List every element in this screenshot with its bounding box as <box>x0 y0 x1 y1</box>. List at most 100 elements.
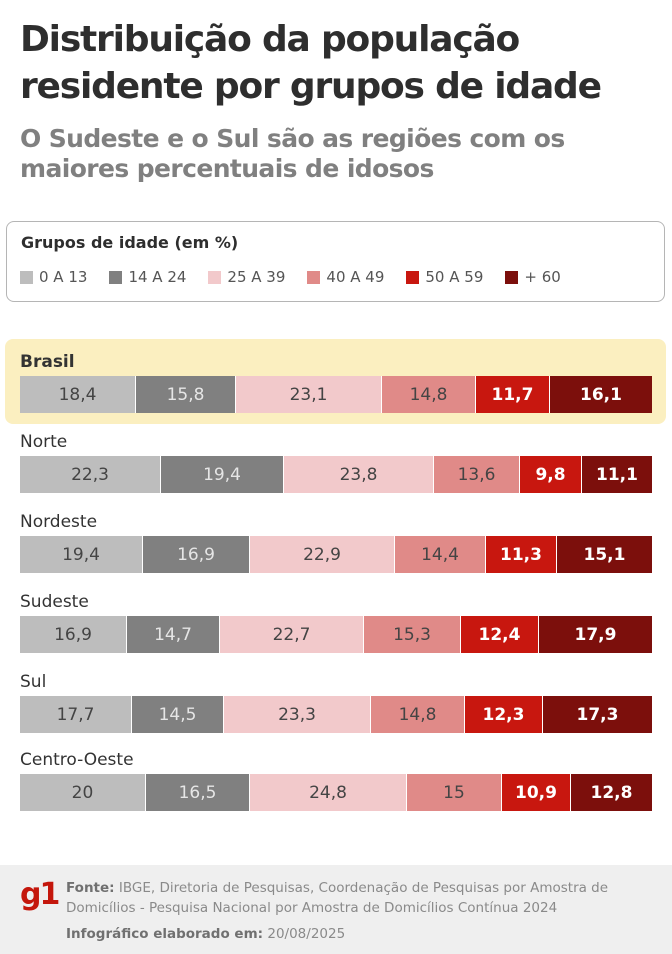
bar-segment: 22,9 <box>250 536 395 573</box>
legend-label: 50 A 59 <box>425 268 484 286</box>
category-label: Norte <box>20 432 68 452</box>
legend-swatch <box>505 270 519 284</box>
bar-segment: 22,7 <box>220 616 364 653</box>
bar-segment: 24,8 <box>250 774 407 811</box>
legend-swatch <box>109 270 123 284</box>
category-label: Sudeste <box>20 592 89 612</box>
value-label: 19,4 <box>62 544 100 565</box>
value-label: 24,8 <box>309 782 347 803</box>
bar-row-nordeste: Nordeste 19,4 16,9 22,9 14,4 11,3 15,1 <box>20 510 652 573</box>
value-label: 12,3 <box>482 704 525 725</box>
created-note: Infográfico elaborado em: 20/08/2025 <box>66 926 345 942</box>
bar-row-norte: Norte 22,3 19,4 23,8 13,6 9,8 11,1 <box>20 430 652 493</box>
legend-label: + 60 <box>524 268 561 286</box>
stacked-bar: 19,4 16,9 22,9 14,4 11,3 15,1 <box>20 536 652 573</box>
value-label: 16,9 <box>177 544 215 565</box>
value-label: 17,9 <box>574 624 617 645</box>
chart-title: Distribuição da população residente por … <box>20 19 602 107</box>
value-label: 15,1 <box>583 544 626 565</box>
stacked-bar: 16,9 14,7 22,7 15,3 12,4 17,9 <box>20 616 652 653</box>
value-label: 14,8 <box>398 704 437 725</box>
value-label: 14,7 <box>154 624 192 645</box>
bar-segment: 14,8 <box>382 376 476 413</box>
value-label: 22,3 <box>71 464 109 485</box>
bar-segment: 12,3 <box>465 696 543 733</box>
bar-segment: 14,7 <box>127 616 220 653</box>
bar-segment: 17,7 <box>20 696 132 733</box>
legend-label: 40 A 49 <box>326 268 385 286</box>
bar-row-sudeste: Sudeste 16,9 14,7 22,7 15,3 12,4 17,9 <box>20 590 652 653</box>
category-label: Brasil <box>20 352 75 372</box>
stacked-bar: 17,7 14,5 23,3 14,8 12,3 17,3 <box>20 696 652 733</box>
value-label: 11,1 <box>596 464 638 485</box>
value-label: 19,4 <box>203 464 241 485</box>
bar-segment: 23,1 <box>236 376 382 413</box>
bar-segment: 19,4 <box>20 536 143 573</box>
value-label: 13,6 <box>457 464 496 485</box>
bar-segment: 11,7 <box>476 376 550 413</box>
value-label: 16,1 <box>580 384 622 405</box>
value-label: 14,5 <box>158 704 197 725</box>
bar-segment: 14,4 <box>395 536 486 573</box>
value-label: 23,8 <box>339 464 378 485</box>
created-date: 20/08/2025 <box>267 926 346 942</box>
source-label: Fonte: <box>66 880 115 896</box>
value-label: 12,8 <box>590 782 633 803</box>
legend-title: Grupos de idade (em %) <box>21 233 239 252</box>
legend-item: 0 A 13 <box>20 268 87 286</box>
value-label: 17,7 <box>56 704 95 725</box>
bar-segment: 14,8 <box>371 696 465 733</box>
value-label: 23,1 <box>289 384 328 405</box>
bar-segment: 16,5 <box>146 774 250 811</box>
bar-segment: 15 <box>407 774 502 811</box>
legend-label: 14 A 24 <box>128 268 187 286</box>
value-label: 16,9 <box>54 624 92 645</box>
legend-item: 40 A 49 <box>307 268 384 286</box>
bar-segment: 16,9 <box>20 616 127 653</box>
value-label: 22,9 <box>303 544 341 565</box>
bar-segment: 10,9 <box>502 774 571 811</box>
value-label: 11,7 <box>491 384 534 405</box>
value-label: 15,8 <box>166 384 205 405</box>
bar-segment: 12,8 <box>571 774 652 811</box>
stacked-bar: 22,3 19,4 23,8 13,6 9,8 11,1 <box>20 456 652 493</box>
stacked-bar: 18,4 15,8 23,1 14,8 11,7 16,1 <box>20 376 652 413</box>
value-label: 9,8 <box>535 464 566 485</box>
category-label: Sul <box>20 672 47 692</box>
created-label: Infográfico elaborado em: <box>66 926 264 942</box>
value-label: 10,9 <box>515 782 557 803</box>
legend-swatch <box>208 270 222 284</box>
bar-segment: 19,4 <box>161 456 284 493</box>
value-label: 14,8 <box>409 384 448 405</box>
legend-item: 25 A 39 <box>208 268 285 286</box>
bar-segment: 11,3 <box>486 536 557 573</box>
legend-swatch <box>20 270 33 284</box>
legend-item: 14 A 24 <box>109 268 186 286</box>
value-label: 15 <box>443 782 465 803</box>
legend-items: 0 A 13 14 A 24 25 A 39 40 A 49 50 A 59 + 60 <box>20 268 583 286</box>
value-label: 16,5 <box>178 782 217 803</box>
bar-segment: 13,6 <box>434 456 520 493</box>
value-label: 12,4 <box>478 624 521 645</box>
value-label: 17,3 <box>576 704 619 725</box>
bar-row-centro-oeste: Centro-Oeste 20 16,5 24,8 15 10,9 12,8 <box>20 748 652 811</box>
bar-segment: 22,3 <box>20 456 161 493</box>
bar-row-brasil: Brasil 18,4 15,8 23,1 14,8 11,7 16,1 <box>20 350 652 413</box>
value-label: 20 <box>71 782 94 803</box>
bar-segment: 17,3 <box>543 696 652 733</box>
bar-segment: 9,8 <box>520 456 582 493</box>
value-label: 22,7 <box>272 624 311 645</box>
bar-segment: 16,1 <box>550 376 652 413</box>
bar-segment: 23,8 <box>284 456 434 493</box>
category-label: Centro-Oeste <box>20 750 134 770</box>
bar-segment: 16,9 <box>143 536 250 573</box>
bar-row-sul: Sul 17,7 14,5 23,3 14,8 12,3 17,3 <box>20 670 652 733</box>
bar-segment: 23,3 <box>224 696 371 733</box>
source-text: IBGE, Diretoria de Pesquisas, Coordenaçã… <box>66 880 609 916</box>
value-label: 23,3 <box>278 704 316 725</box>
value-label: 14,4 <box>421 544 459 565</box>
bar-segment: 17,9 <box>539 616 652 653</box>
chart-subtitle: O Sudeste e o Sul são as regiões com os … <box>20 124 565 183</box>
bar-segment: 18,4 <box>20 376 136 413</box>
footer: g1 Fonte: IBGE, Diretoria de Pesquisas, … <box>0 865 672 954</box>
